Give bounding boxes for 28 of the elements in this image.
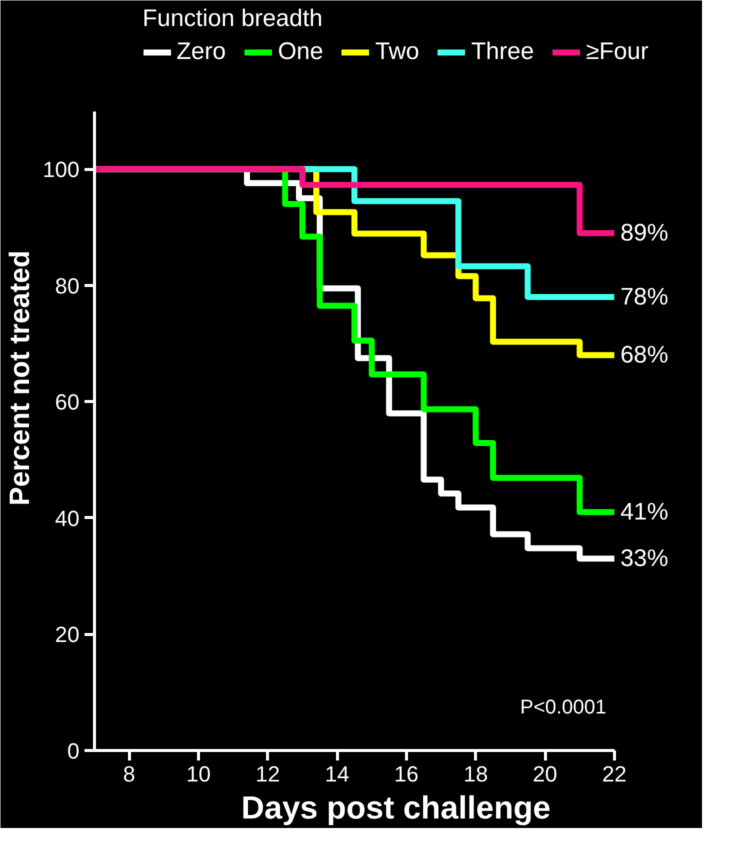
y-axis-title: Percent not treated [4,250,35,506]
legend-label: Zero [176,38,226,66]
y-tick-label: 20 [55,622,80,648]
x-axis-title: Days post challenge [241,790,551,826]
legend-label: Three [471,38,534,66]
data-label: 41% [620,498,668,526]
x-tick-label: 8 [123,762,136,786]
y-tick-label: 100 [42,157,80,182]
y-tick-label: 80 [55,273,80,298]
data-label: 78% [620,284,668,311]
legend-title: Function breadth [142,5,324,33]
legend-label: ≥Four [586,38,648,66]
y-tick-label: 60 [55,390,80,415]
y-tick-label: 40 [55,506,80,531]
legend-label: Two [375,38,420,66]
x-tick-label: 12 [256,762,280,786]
x-tick-label: 18 [463,762,488,786]
annotation: P<0.0001 [520,696,606,719]
data-label: 89% [620,220,668,247]
x-tick-label: 22 [602,762,627,786]
y-tick-label: 0 [67,738,80,764]
x-tick-label: 10 [186,762,211,786]
x-tick-label: 16 [394,762,419,786]
x-tick-label: 14 [324,762,350,786]
data-label: 33% [620,545,668,572]
data-label: 68% [620,342,668,369]
legend-label: One [278,38,324,66]
x-tick-label: 20 [532,762,558,786]
